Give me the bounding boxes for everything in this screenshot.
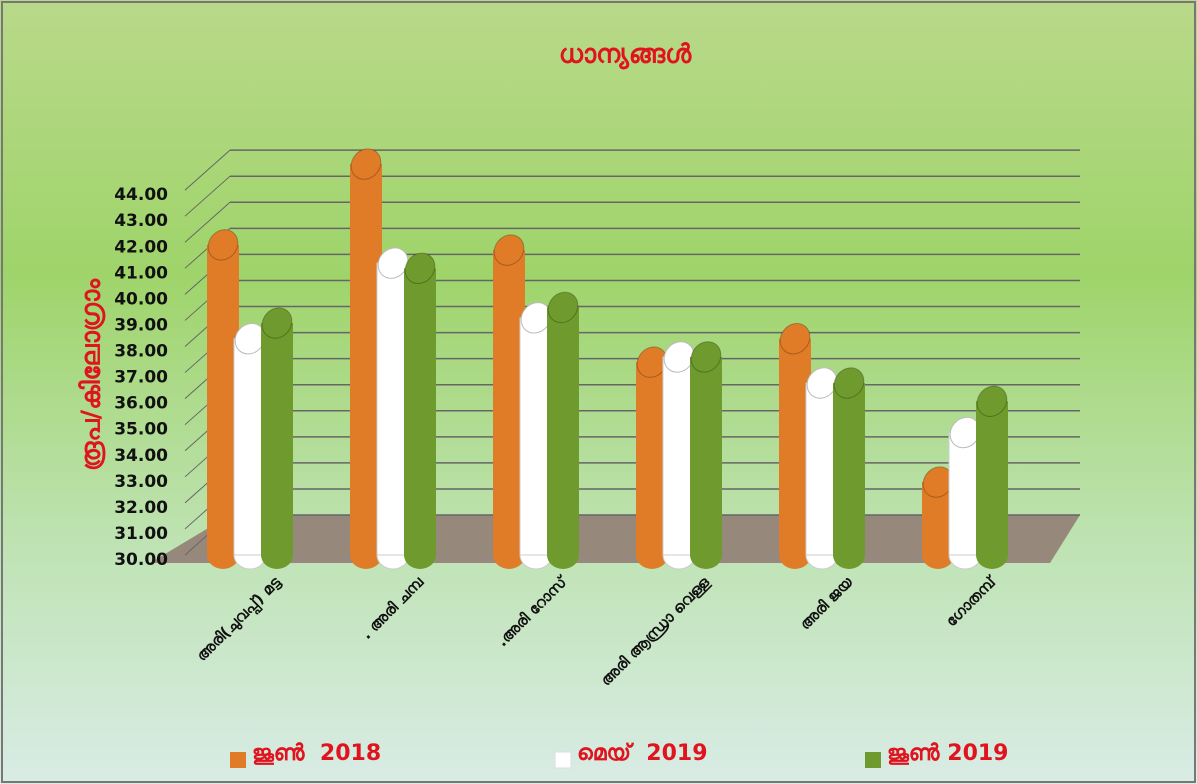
bar-cap [234, 322, 266, 355]
bar [690, 356, 722, 555]
y-tick-label: 43.00 [114, 211, 168, 231]
y-tick-label: 37.00 [114, 368, 168, 388]
legend-label: ജൂൺ 2018 [252, 741, 381, 766]
y-tick-label: 44.00 [114, 185, 168, 205]
bar [261, 323, 293, 555]
bar-cap [520, 302, 552, 334]
grid-line [184, 201, 231, 243]
bar [833, 382, 865, 555]
bar [662, 356, 696, 556]
bar-cap [350, 148, 382, 180]
grid-line [184, 149, 231, 191]
bar-cap [976, 385, 1008, 417]
bar-cap [949, 416, 981, 449]
y-tick-label: 36.00 [114, 394, 168, 414]
y-tick-label: 30.00 [114, 550, 168, 570]
y-axis-label: രൂപ/കിലോഗ്രാം [77, 278, 107, 471]
y-tick-label: 32.00 [114, 498, 168, 518]
y-tick-label: 40.00 [114, 289, 168, 309]
bar [404, 268, 436, 555]
legend-swatch [865, 752, 881, 768]
y-tick-label: 33.00 [114, 472, 168, 492]
bar-cap [547, 291, 579, 324]
grid-line [184, 175, 231, 217]
bar-cap [493, 234, 525, 266]
bar-cap [663, 341, 695, 373]
legend-label: ജൂൺ 2019 [887, 741, 1009, 766]
bar-cap [779, 322, 811, 355]
legend-swatch [230, 752, 246, 768]
y-tick-label: 41.00 [114, 263, 168, 283]
bar [233, 338, 267, 556]
legend-swatch [554, 751, 572, 769]
y-tick-label: 34.00 [114, 446, 168, 466]
bar [805, 382, 839, 556]
y-tick-label: 38.00 [114, 342, 168, 362]
bar-cap [261, 307, 293, 339]
legend-label: മെയ് 2019 [577, 741, 708, 766]
bar-cap [404, 252, 436, 285]
bar [519, 317, 553, 556]
bar-cap [207, 229, 239, 261]
bar-cap [833, 367, 865, 399]
bar [976, 401, 1008, 555]
y-tick-label: 39.00 [114, 315, 168, 335]
bar-cap [806, 367, 838, 399]
bar-cap [690, 341, 722, 373]
y-tick-label: 42.00 [114, 237, 168, 257]
chart-title: ധാന്യങ്ങൾ [559, 40, 692, 71]
y-tick-label: 31.00 [114, 524, 168, 544]
y-tick-label: 35.00 [114, 420, 168, 440]
legend: ജൂൺ 2018 മെയ് 2019 ജൂൺ 2019 [230, 741, 1009, 769]
bar [376, 262, 410, 556]
bar [547, 307, 579, 555]
bar-cap [377, 247, 409, 279]
